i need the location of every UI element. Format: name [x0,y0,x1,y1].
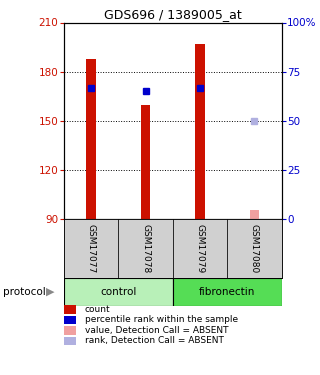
FancyBboxPatch shape [173,219,227,278]
Bar [86,58,96,219]
Text: fibronectin: fibronectin [199,286,255,297]
FancyBboxPatch shape [64,278,173,306]
Bar [195,44,205,219]
Text: percentile rank within the sample: percentile rank within the sample [85,315,238,324]
FancyBboxPatch shape [118,219,173,278]
Text: rank, Detection Call = ABSENT: rank, Detection Call = ABSENT [85,336,224,345]
FancyBboxPatch shape [64,219,118,278]
Text: GSM17080: GSM17080 [250,224,259,273]
Bar [250,210,259,219]
Text: control: control [100,286,137,297]
Text: GSM17078: GSM17078 [141,224,150,273]
FancyBboxPatch shape [173,278,282,306]
Title: GDS696 / 1389005_at: GDS696 / 1389005_at [104,8,242,21]
Text: count: count [85,305,110,314]
Text: GSM17077: GSM17077 [87,224,96,273]
Bar [141,105,150,219]
Text: ▶: ▶ [46,286,55,297]
Text: protocol: protocol [3,286,46,297]
Text: value, Detection Call = ABSENT: value, Detection Call = ABSENT [85,326,228,335]
FancyBboxPatch shape [227,219,282,278]
Text: GSM17079: GSM17079 [196,224,204,273]
